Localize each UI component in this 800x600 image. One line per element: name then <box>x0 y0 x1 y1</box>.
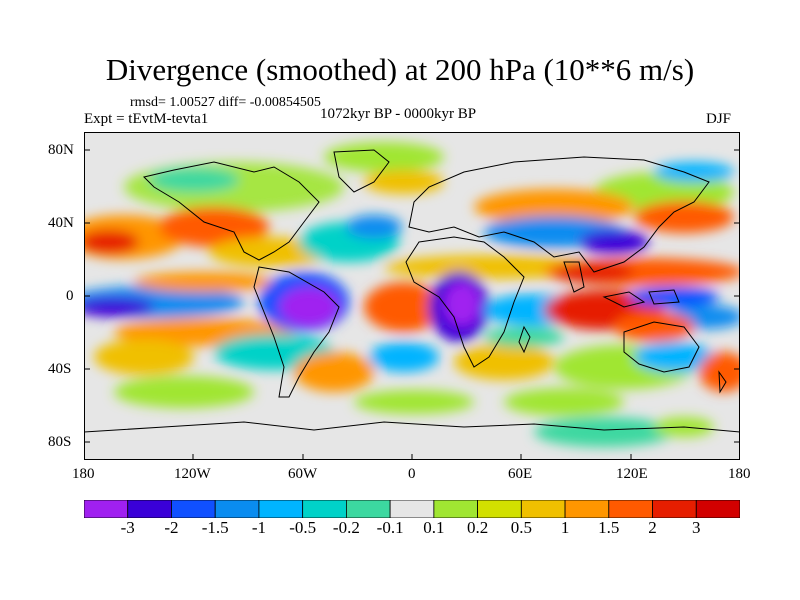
colorbar-swatch <box>695 500 740 518</box>
colorbar-swatch <box>84 500 129 518</box>
coastline <box>602 289 680 308</box>
field-blob <box>474 189 634 225</box>
coastline <box>143 161 320 261</box>
field-blob <box>579 230 649 254</box>
field-blob <box>634 201 734 233</box>
colorbar-label: 2 <box>648 518 657 537</box>
lon-label-0: 0 <box>408 466 416 482</box>
coastline <box>408 156 710 273</box>
field-blob <box>364 170 444 194</box>
map-frame <box>84 132 740 460</box>
coastline <box>563 261 585 293</box>
field-blob <box>294 352 374 392</box>
colorbar-swatch <box>652 500 697 518</box>
field-blob <box>134 272 274 292</box>
colorbar-label: -2 <box>164 518 179 537</box>
lon-label-60w: 60W <box>288 466 318 482</box>
colorbar-label: -0.2 <box>332 518 360 537</box>
colorbar-swatch <box>258 500 304 518</box>
field-blob <box>354 390 474 414</box>
colorbar-label: 0.2 <box>466 518 489 537</box>
colorbar-label: 3 <box>692 518 701 537</box>
lon-label-120e: 120E <box>616 466 648 482</box>
field-blob <box>346 215 402 239</box>
coastline <box>405 236 525 368</box>
colorbar-swatch <box>564 500 610 518</box>
coastline <box>253 266 340 398</box>
colorbar-label: -0.5 <box>289 518 317 537</box>
field-blob <box>149 168 239 192</box>
field-blob <box>534 417 674 447</box>
colorbar-swatch <box>477 500 522 518</box>
lat-label-40n: 40N <box>48 215 74 231</box>
field-blob <box>209 237 329 267</box>
lat-label-80s: 80S <box>48 434 72 450</box>
field-blob <box>654 162 734 182</box>
experiment-label: Expt = tEvtM-tevta1 <box>84 111 209 127</box>
season-label: DJF <box>706 111 732 127</box>
chart-title: Divergence (smoothed) at 200 hPa (10**6 … <box>105 52 695 87</box>
divergence-field <box>84 142 740 447</box>
field-blob <box>324 142 444 172</box>
lon-label-60e: 60E <box>508 466 533 482</box>
colorbar-swatch <box>214 500 260 518</box>
lat-label-0: 0 <box>66 288 74 304</box>
field-blob <box>279 287 339 327</box>
coastline <box>333 149 390 193</box>
coastline <box>518 325 531 354</box>
coastline <box>84 421 740 433</box>
colorbar-swatch <box>345 500 391 518</box>
map-canvas <box>84 132 740 460</box>
rmsd-diff-stats: rmsd= 1.00527 diff= -0.00854505 <box>130 95 321 110</box>
field-blob <box>364 282 444 332</box>
colorbar-swatch <box>171 500 216 518</box>
field-blob <box>504 388 624 416</box>
colorbar <box>84 500 740 518</box>
colorbar-label: -3 <box>120 518 135 537</box>
colorbar-label: -1.5 <box>201 518 229 537</box>
lat-label-80n: 80N <box>48 142 74 158</box>
colorbar-swatch <box>302 500 347 518</box>
field-blob <box>94 339 194 375</box>
period-label: 1072kyr BP - 0000kyr BP <box>320 106 477 122</box>
field-blob <box>124 162 344 212</box>
colorbar-swatch <box>520 500 566 518</box>
field-blob <box>369 342 439 372</box>
colorbar-swatch <box>433 500 478 518</box>
colorbar-label: -0.1 <box>376 518 404 537</box>
colorbar-label: 1.5 <box>598 518 620 537</box>
field-blob <box>614 312 694 342</box>
field-blob <box>84 230 139 254</box>
field-blob <box>454 344 554 380</box>
coastlines <box>84 149 740 433</box>
field-blob <box>84 297 154 317</box>
colorbar-swatch <box>608 500 653 518</box>
colorbar-label: 0.1 <box>423 518 445 537</box>
field-blob <box>159 207 269 247</box>
lat-label-40s: 40S <box>48 361 72 377</box>
divergence-map <box>84 132 740 460</box>
field-blob <box>114 376 254 408</box>
lon-label-180w: 180 <box>72 466 95 482</box>
field-blob <box>444 282 480 326</box>
field-blob <box>634 342 714 372</box>
coastline <box>623 321 700 373</box>
colorbar-swatch <box>127 500 172 518</box>
coastline <box>718 370 727 394</box>
field-blob <box>484 327 564 347</box>
colorbar-label: 0.5 <box>510 518 532 537</box>
lon-label-180e: 180 <box>728 466 751 482</box>
lon-label-120w: 120W <box>174 466 211 482</box>
colorbar-label: -1 <box>251 518 267 537</box>
colorbar-label: 1 <box>560 518 570 537</box>
colorbar-swatch <box>389 500 435 518</box>
